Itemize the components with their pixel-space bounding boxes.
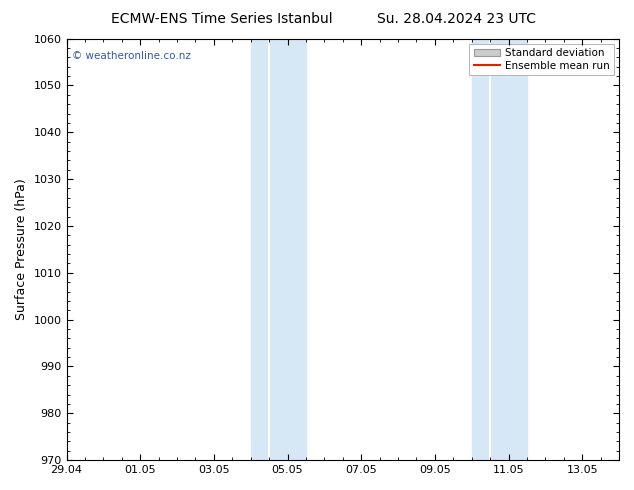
Bar [490,39,527,460]
Text: © weatheronline.co.nz: © weatheronline.co.nz [72,51,191,61]
Y-axis label: Surface Pressure (hPa): Surface Pressure (hPa) [15,178,28,320]
Bar [472,39,490,460]
Legend: Standard deviation, Ensemble mean run: Standard deviation, Ensemble mean run [469,44,614,75]
Text: Su. 28.04.2024 23 UTC: Su. 28.04.2024 23 UTC [377,12,536,26]
Bar [269,39,306,460]
Bar [250,39,269,460]
Text: ECMW-ENS Time Series Istanbul: ECMW-ENS Time Series Istanbul [111,12,333,26]
